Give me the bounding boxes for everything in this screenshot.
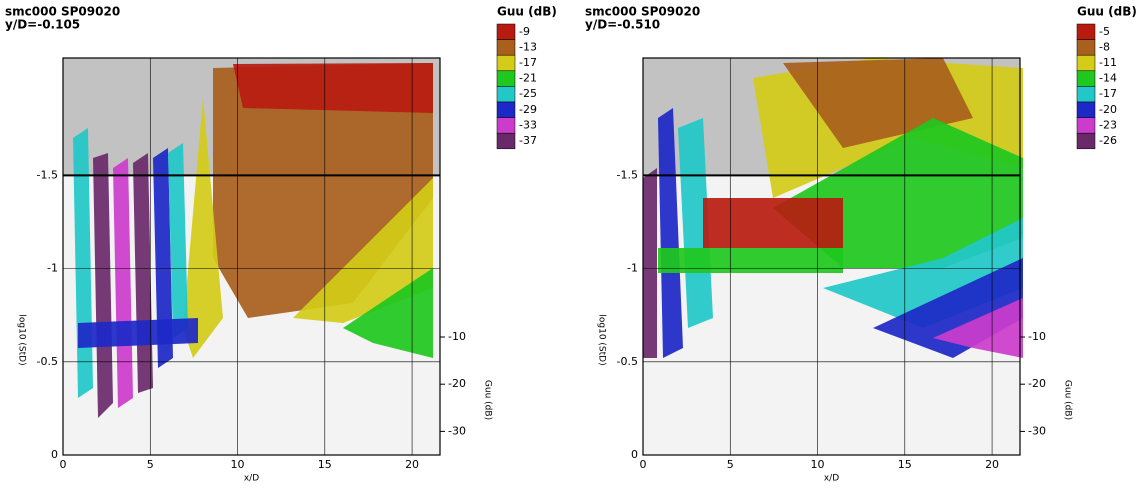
x-tick-label: 5: [727, 458, 734, 471]
plot-frame: [62, 57, 441, 456]
chart-subtitle: y/D=-0.510: [585, 18, 660, 32]
legend-label: -17: [1099, 87, 1117, 100]
legend-swatch: [1076, 54, 1096, 72]
legend-label: -11: [1099, 56, 1117, 69]
x-axis-label: x/D: [824, 474, 839, 484]
z-tick-label: -10: [448, 330, 466, 343]
legend-title: Guu (dB): [497, 5, 557, 19]
legend-swatch: [1076, 39, 1096, 56]
z-tick-label: -20: [1028, 377, 1046, 390]
surface-patch: [153, 148, 173, 368]
surface-patch: [643, 168, 657, 358]
x-tick-label: 0: [640, 458, 647, 471]
y-tick-label: 0: [631, 448, 638, 461]
y-tick-label: -1.5: [37, 168, 58, 181]
legend-swatch: [496, 117, 516, 134]
surface-patch: [168, 143, 188, 338]
legend-swatch: [1076, 70, 1096, 87]
legend-label: -33: [519, 118, 537, 131]
chart-subtitle: y/D=-0.105: [5, 18, 80, 32]
surface-patch: [703, 198, 843, 248]
legend-swatch: [1076, 132, 1096, 150]
legend-label: -13: [519, 40, 537, 53]
legend-swatch: [1076, 101, 1096, 118]
legend-label: -8: [1099, 40, 1110, 53]
legend-swatch: [1076, 117, 1096, 134]
y-tick-label: -0.5: [37, 355, 58, 368]
surface-patch: [658, 108, 683, 358]
legend-swatch: [496, 132, 516, 150]
legend-label: -25: [519, 87, 537, 100]
z-tick-label: -30: [448, 424, 466, 437]
legend-label: -26: [1099, 134, 1117, 147]
legend-label: -21: [519, 72, 537, 85]
y-tick-label: -0.5: [617, 355, 638, 368]
legend-swatch: [496, 54, 516, 72]
x-tick-label: 20: [405, 458, 419, 471]
legend-swatch: [496, 101, 516, 118]
surface-patch: [658, 248, 843, 273]
legend-swatch: [496, 39, 516, 56]
surface-patch: [293, 178, 433, 323]
legend-swatch: [496, 86, 516, 103]
x-axis-label: x/D: [244, 474, 259, 484]
z-axis-label: Guu (dB): [1063, 380, 1073, 420]
surface-patch: [343, 268, 433, 358]
plot-frame: [642, 57, 1021, 456]
y-tick-label: -1.5: [617, 168, 638, 181]
x-tick-label: 20: [985, 458, 999, 471]
surface-patch: [78, 318, 198, 348]
legend-label: -37: [519, 134, 537, 147]
z-tick-label: -20: [448, 377, 466, 390]
legend-swatch: [1076, 23, 1096, 40]
surface-patch: [233, 63, 433, 113]
surface-patch: [678, 118, 713, 328]
legend-title: Guu (dB): [1077, 5, 1137, 19]
legend-label: -17: [519, 56, 537, 69]
x-tick-label: 0: [60, 458, 67, 471]
surface-patch: [933, 298, 1023, 358]
x-tick-label: 5: [147, 458, 154, 471]
legend-label: -9: [519, 25, 530, 38]
y-tick-label: -1: [627, 262, 638, 275]
y-tick-label: 0: [51, 448, 58, 461]
surface-patch: [93, 153, 113, 418]
z-axis-label: Guu (dB): [483, 380, 493, 420]
x-tick-label: 10: [231, 458, 245, 471]
z-tick-label: -10: [1028, 330, 1046, 343]
z-tick-label: -30: [1028, 424, 1046, 437]
y-axis-label: log10 (StD): [17, 314, 27, 365]
x-tick-label: 15: [318, 458, 332, 471]
legend-label: -20: [1099, 103, 1117, 116]
legend-label: -23: [1099, 118, 1117, 131]
legend-label: -5: [1099, 25, 1110, 38]
x-tick-label: 10: [811, 458, 825, 471]
y-tick-label: -1: [47, 262, 58, 275]
chart-title: smc000 SP09020: [585, 5, 700, 19]
y-axis-label: log10 (StD): [597, 314, 607, 365]
legend-label: -14: [1099, 72, 1117, 85]
legend-swatch: [1076, 86, 1096, 103]
legend-swatch: [496, 70, 516, 87]
surface-patch: [183, 98, 223, 358]
legend-label: -29: [519, 103, 537, 116]
x-tick-label: 15: [898, 458, 912, 471]
legend-swatch: [496, 23, 516, 40]
chart-title: smc000 SP09020: [5, 5, 120, 19]
